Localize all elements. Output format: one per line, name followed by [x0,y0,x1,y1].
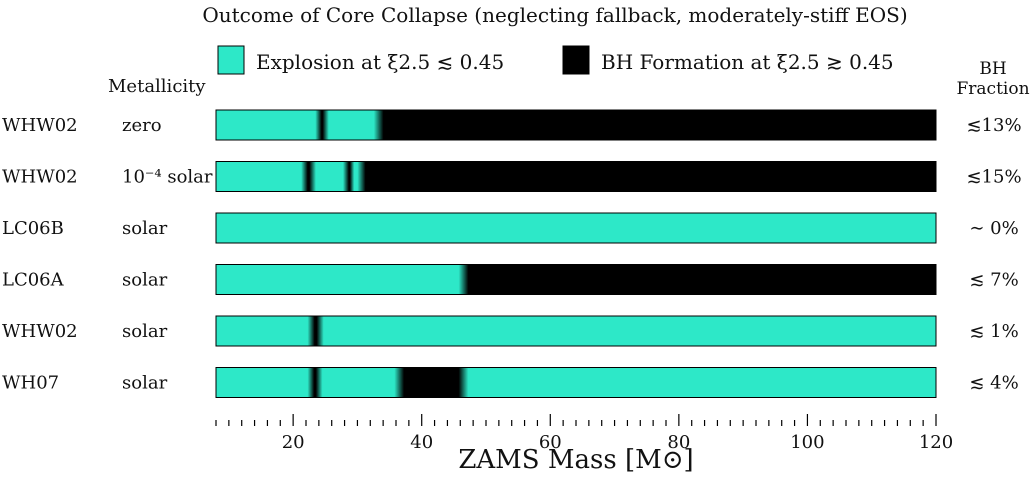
outcome-bar [215,161,937,192]
bh-fraction-header-line1: BH [979,59,1006,79]
row-model-label: LC06B [2,218,64,239]
row-bh-fraction: ≲15% [966,167,1021,188]
bh-fraction-header-line2: Fraction [956,79,1029,99]
row-bh-fraction: ∼ 0% [969,218,1018,239]
x-axis: 20 40 60 80 100 120 [215,414,953,453]
chart-title: Outcome of Core Collapse (neglecting fal… [202,3,907,27]
row-model-label: WH07 [2,373,59,394]
metallicity-header: Metallicity [108,76,206,97]
legend-swatch-explosion [217,45,245,75]
outcome-bar [215,315,937,347]
outcome-bar [215,367,937,398]
legend-swatch-bh [562,45,590,75]
row-model-label: WHW02 [2,321,78,342]
row-model-label: WHW02 [2,115,78,136]
row-model-label: LC06A [2,270,65,291]
x-tick-label: 20 [282,432,305,453]
legend-label-explosion: Explosion at ξ2.5 ≲ 0.45 [256,50,504,74]
outcome-bar [215,212,937,244]
x-axis-label: ZAMS Mass [M⊙] [458,445,693,475]
row-metallicity-label: solar [122,218,168,239]
outcome-bar [215,109,937,141]
row-bh-fraction: ≲ 4% [969,373,1018,394]
x-tick-label: 80 [667,432,690,453]
legend-label-bh: BH Formation at ξ2.5 ≳ 0.45 [601,50,894,74]
row-model-label: WHW02 [2,167,78,188]
x-tick-label: 40 [410,432,433,453]
row-metallicity-label: solar [122,270,168,291]
rows: WHW02 zero ≲13% WHW02 10⁻⁴ solar ≲15% LC06B sol… [2,109,1022,398]
row-metallicity-label: solar [122,321,168,342]
outcome-bar [215,264,937,295]
legend: Explosion at ξ2.5 ≲ 0.45 BH Formation at… [217,45,894,75]
x-tick-label: 60 [539,432,562,453]
row-bh-fraction: ≲ 7% [969,270,1018,291]
row-bh-fraction: ≲13% [966,115,1021,136]
row-metallicity-label: 10⁻⁴ solar [122,167,213,188]
row-metallicity-label: zero [122,115,162,136]
x-tick-label: 100 [790,432,824,453]
x-tick-label: 120 [919,432,953,453]
row-metallicity-label: solar [122,373,168,394]
row-bh-fraction: ≲ 1% [969,321,1018,342]
